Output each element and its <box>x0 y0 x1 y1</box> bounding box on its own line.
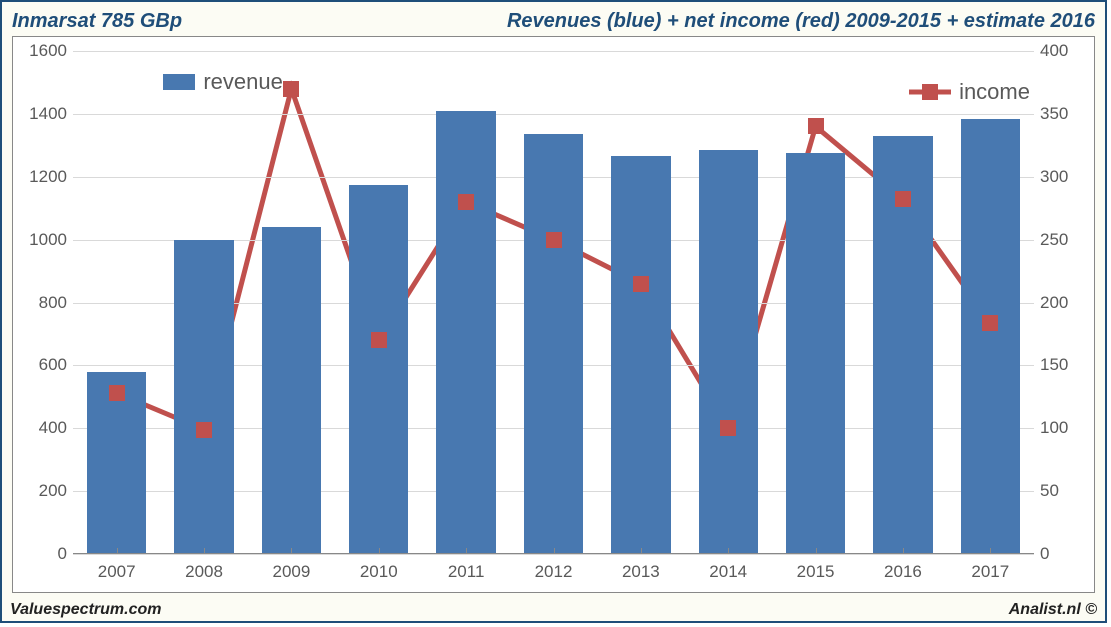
ytick-left: 1400 <box>23 104 67 124</box>
ytick-right: 200 <box>1040 293 1082 313</box>
income-marker <box>720 420 736 436</box>
revenue-bar <box>786 153 845 554</box>
revenue-bar <box>262 227 321 554</box>
ytick-right: 300 <box>1040 167 1082 187</box>
revenue-bar <box>436 111 495 554</box>
xtick-label: 2017 <box>971 562 1009 582</box>
footer-right: Analist.nl © <box>1009 601 1097 619</box>
income-marker <box>808 118 824 134</box>
income-marker <box>283 81 299 97</box>
revenue-bar <box>961 119 1020 554</box>
title-right: Revenues (blue) + net income (red) 2009-… <box>507 10 1095 33</box>
xtick-mark <box>117 548 118 554</box>
income-marker <box>633 276 649 292</box>
revenue-bar <box>699 150 758 554</box>
xtick-mark <box>816 548 817 554</box>
chart-frame: Inmarsat 785 GBp Revenues (blue) + net i… <box>0 0 1107 623</box>
xtick-mark <box>379 548 380 554</box>
xtick-label: 2014 <box>709 562 747 582</box>
xtick-mark <box>990 548 991 554</box>
revenue-bar <box>524 134 583 554</box>
xtick-mark <box>291 548 292 554</box>
income-marker <box>458 194 474 210</box>
xtick-label: 2011 <box>448 562 485 582</box>
ytick-right: 250 <box>1040 230 1082 250</box>
legend-income-icon <box>909 82 951 102</box>
xtick-label: 2012 <box>535 562 573 582</box>
xtick-label: 2010 <box>360 562 398 582</box>
chart-header: Inmarsat 785 GBp Revenues (blue) + net i… <box>2 2 1105 36</box>
ytick-right: 350 <box>1040 104 1082 124</box>
x-axis: 2007 2008 2009 2010 2011 2012 2013 2014 2015 2016… <box>73 558 1034 586</box>
revenue-bar <box>611 156 670 554</box>
ytick-left: 0 <box>23 544 67 564</box>
xtick-mark <box>554 548 555 554</box>
xtick-mark <box>466 548 467 554</box>
ytick-left: 800 <box>23 293 67 313</box>
plot-outer: 0 200 400 600 800 1000 1200 1400 1600 0 50 100 150 20… <box>12 36 1095 593</box>
ytick-left: 1600 <box>23 41 67 61</box>
legend-income-label: income <box>959 79 1030 105</box>
ytick-left: 400 <box>23 418 67 438</box>
ytick-right: 400 <box>1040 41 1082 61</box>
grid-line <box>73 114 1034 115</box>
revenue-bar <box>174 240 233 554</box>
ytick-left: 600 <box>23 355 67 375</box>
ytick-left: 1000 <box>23 230 67 250</box>
xtick-label: 2008 <box>185 562 223 582</box>
income-marker <box>371 332 387 348</box>
xtick-label: 2009 <box>272 562 310 582</box>
footer-left: Valuespectrum.com <box>10 601 161 619</box>
chart-footer: Valuespectrum.com Analist.nl © <box>2 599 1105 621</box>
ytick-left: 1200 <box>23 167 67 187</box>
xtick-label: 2013 <box>622 562 660 582</box>
xtick-mark <box>728 548 729 554</box>
ytick-right: 0 <box>1040 544 1082 564</box>
xtick-mark <box>641 548 642 554</box>
ytick-left: 200 <box>23 481 67 501</box>
ytick-right: 50 <box>1040 481 1082 501</box>
plot-area: 0200400600800100012001400160005010015020… <box>73 51 1034 554</box>
grid-line <box>73 554 1034 555</box>
title-left: Inmarsat 785 GBp <box>12 10 182 33</box>
income-marker <box>546 232 562 248</box>
xtick-mark <box>903 548 904 554</box>
xtick-label: 2015 <box>797 562 835 582</box>
revenue-bar <box>349 185 408 554</box>
xtick-label: 2007 <box>98 562 136 582</box>
legend-income: income <box>909 79 1030 105</box>
legend-revenue: revenue <box>163 69 283 95</box>
income-marker <box>895 191 911 207</box>
xtick-label: 2016 <box>884 562 922 582</box>
income-marker <box>982 315 998 331</box>
ytick-right: 150 <box>1040 355 1082 375</box>
xtick-mark <box>204 548 205 554</box>
ytick-right: 100 <box>1040 418 1082 438</box>
income-marker <box>196 422 212 438</box>
legend-revenue-label: revenue <box>203 69 283 95</box>
legend-revenue-swatch <box>163 74 195 90</box>
grid-line <box>73 51 1034 52</box>
income-marker <box>109 385 125 401</box>
